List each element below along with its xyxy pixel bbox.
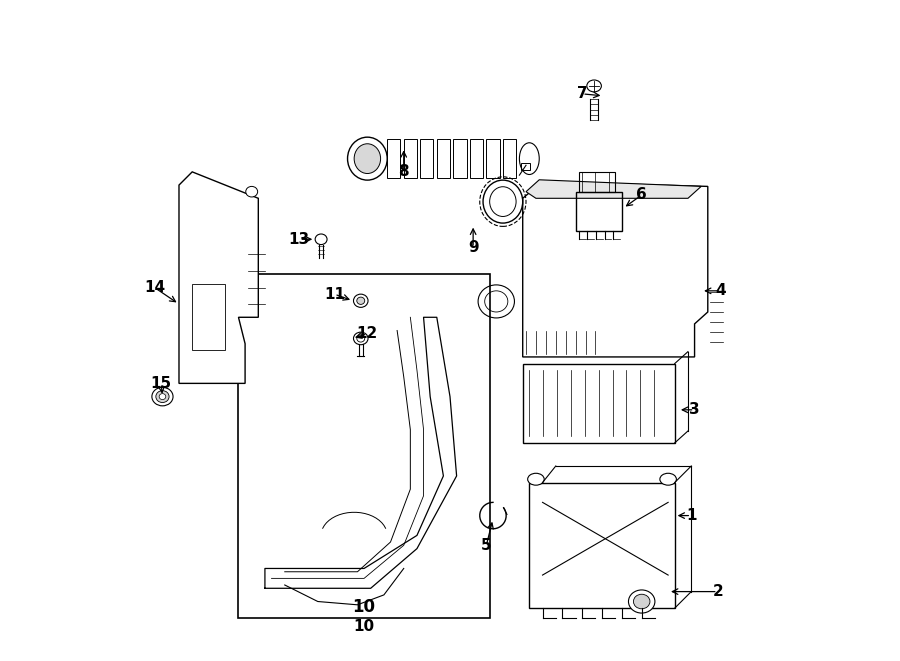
Bar [193, 284, 225, 350]
Bar [579, 172, 616, 192]
Ellipse shape [355, 144, 381, 173]
Ellipse shape [152, 387, 173, 406]
Text: 10: 10 [354, 619, 374, 634]
Polygon shape [523, 182, 707, 357]
Ellipse shape [246, 186, 257, 197]
Text: 14: 14 [144, 280, 165, 295]
Bar [576, 192, 622, 231]
Bar [404, 139, 417, 178]
Ellipse shape [354, 332, 368, 345]
Text: 9: 9 [468, 241, 479, 255]
Ellipse shape [628, 590, 655, 613]
Text: 4: 4 [716, 284, 726, 298]
Bar [436, 139, 450, 178]
Bar [420, 139, 434, 178]
Ellipse shape [159, 393, 166, 399]
Text: 2: 2 [712, 584, 723, 599]
Text: 12: 12 [356, 327, 378, 341]
Polygon shape [179, 172, 258, 383]
Bar [454, 139, 466, 178]
Polygon shape [526, 180, 701, 198]
Ellipse shape [354, 294, 368, 307]
Text: 1: 1 [686, 508, 697, 523]
Ellipse shape [634, 594, 650, 609]
Ellipse shape [485, 291, 508, 312]
Ellipse shape [587, 80, 601, 92]
Text: 11: 11 [324, 287, 345, 301]
Ellipse shape [156, 391, 169, 403]
Ellipse shape [478, 285, 515, 318]
Ellipse shape [347, 137, 387, 180]
Ellipse shape [315, 234, 327, 245]
Bar [387, 139, 400, 178]
Bar [529, 483, 675, 608]
Bar [521, 163, 530, 170]
Ellipse shape [519, 143, 539, 175]
Text: 3: 3 [689, 403, 700, 417]
Text: 8: 8 [399, 165, 409, 179]
Ellipse shape [527, 473, 544, 485]
Bar [523, 364, 675, 443]
Text: 13: 13 [289, 232, 310, 247]
Bar [238, 274, 490, 618]
Ellipse shape [483, 180, 523, 223]
Ellipse shape [356, 297, 365, 304]
Bar [503, 139, 516, 178]
Text: 7: 7 [577, 87, 588, 101]
Text: 6: 6 [636, 188, 647, 202]
Ellipse shape [660, 473, 677, 485]
Ellipse shape [356, 335, 365, 342]
Ellipse shape [490, 186, 516, 217]
Text: 10: 10 [353, 598, 375, 616]
Bar [486, 139, 500, 178]
Bar [470, 139, 483, 178]
Text: 5: 5 [481, 538, 491, 553]
Text: 15: 15 [150, 376, 172, 391]
